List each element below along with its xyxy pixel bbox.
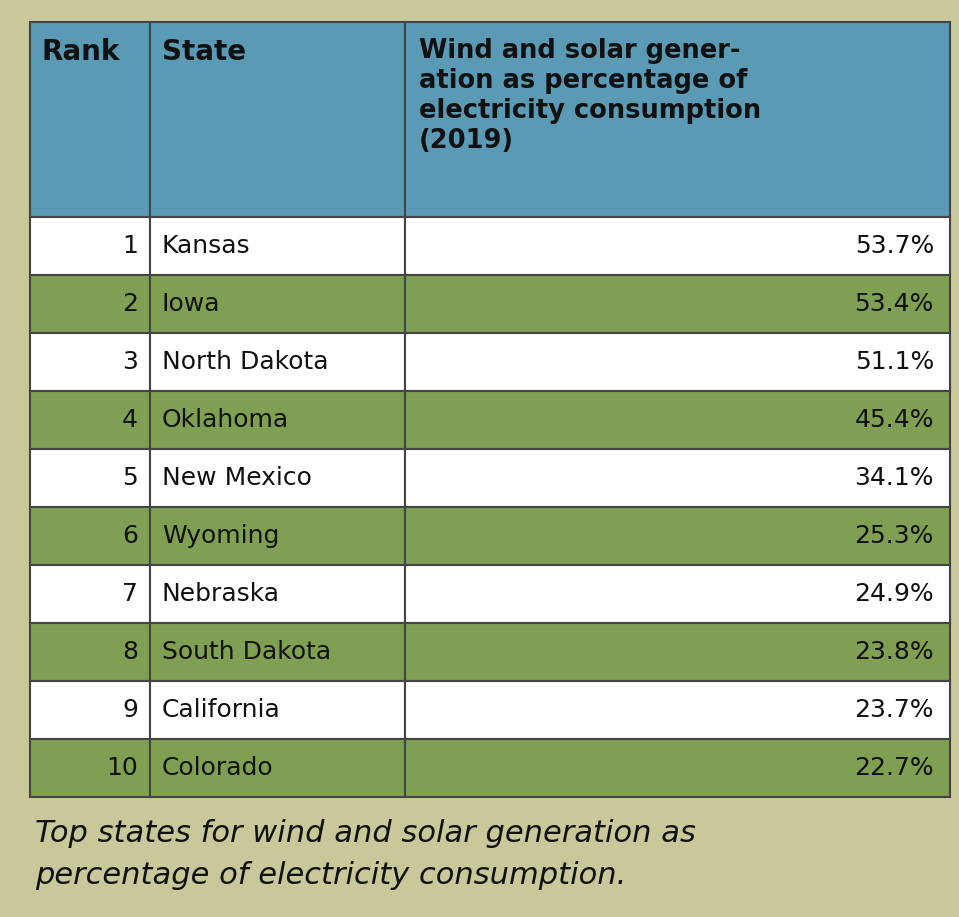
Bar (150, 333, 405, 391)
Text: 45.4%: 45.4% (854, 408, 934, 432)
Bar (30, 681, 150, 739)
Bar (30, 565, 150, 623)
Text: Kansas: Kansas (162, 234, 250, 258)
Text: 22.7%: 22.7% (854, 756, 934, 780)
Text: California: California (162, 698, 281, 722)
Text: 8: 8 (122, 640, 138, 664)
Text: 3: 3 (122, 350, 138, 374)
Bar (150, 565, 405, 623)
Text: Iowa: Iowa (162, 292, 221, 316)
Text: 34.1%: 34.1% (854, 466, 934, 490)
Text: New Mexico: New Mexico (162, 466, 312, 490)
Text: 7: 7 (122, 582, 138, 606)
Text: 10: 10 (106, 756, 138, 780)
Text: State: State (162, 38, 246, 66)
Text: 6: 6 (122, 524, 138, 548)
Text: 53.4%: 53.4% (854, 292, 934, 316)
Bar (405, 22, 950, 217)
Bar (405, 565, 950, 623)
Bar (405, 275, 950, 333)
Bar (30, 217, 150, 275)
Bar (405, 681, 950, 739)
Bar (150, 217, 405, 275)
Bar (30, 333, 150, 391)
Text: 25.3%: 25.3% (854, 524, 934, 548)
Text: 5: 5 (122, 466, 138, 490)
Text: 23.7%: 23.7% (854, 698, 934, 722)
Bar (405, 739, 950, 797)
Bar (150, 22, 405, 217)
Bar (30, 449, 150, 507)
Text: Wind and solar gener-
ation as percentage of
electricity consumption
(2019): Wind and solar gener- ation as percentag… (419, 38, 761, 154)
Bar (150, 507, 405, 565)
Bar (150, 449, 405, 507)
Bar (30, 391, 150, 449)
Text: Oklahoma: Oklahoma (162, 408, 289, 432)
Text: South Dakota: South Dakota (162, 640, 331, 664)
Bar (30, 507, 150, 565)
Text: 23.8%: 23.8% (854, 640, 934, 664)
Text: 1: 1 (122, 234, 138, 258)
Bar (405, 449, 950, 507)
Text: Top states for wind and solar generation as: Top states for wind and solar generation… (35, 819, 696, 848)
Bar (30, 275, 150, 333)
Bar (150, 623, 405, 681)
Text: Nebraska: Nebraska (162, 582, 280, 606)
Text: 9: 9 (122, 698, 138, 722)
Text: 51.1%: 51.1% (854, 350, 934, 374)
Bar (405, 507, 950, 565)
Text: percentage of electricity consumption.: percentage of electricity consumption. (35, 861, 626, 890)
Bar (30, 22, 150, 217)
Bar (150, 391, 405, 449)
Text: 24.9%: 24.9% (854, 582, 934, 606)
Text: North Dakota: North Dakota (162, 350, 329, 374)
Bar (405, 623, 950, 681)
Text: 4: 4 (122, 408, 138, 432)
Bar (150, 739, 405, 797)
Bar (150, 681, 405, 739)
Text: Colorado: Colorado (162, 756, 273, 780)
Text: Wyoming: Wyoming (162, 524, 279, 548)
Bar (405, 391, 950, 449)
Bar (405, 333, 950, 391)
Text: 53.7%: 53.7% (854, 234, 934, 258)
Bar (30, 623, 150, 681)
Bar (30, 739, 150, 797)
Bar (150, 275, 405, 333)
Text: 2: 2 (122, 292, 138, 316)
Text: Rank: Rank (42, 38, 121, 66)
Bar (405, 217, 950, 275)
